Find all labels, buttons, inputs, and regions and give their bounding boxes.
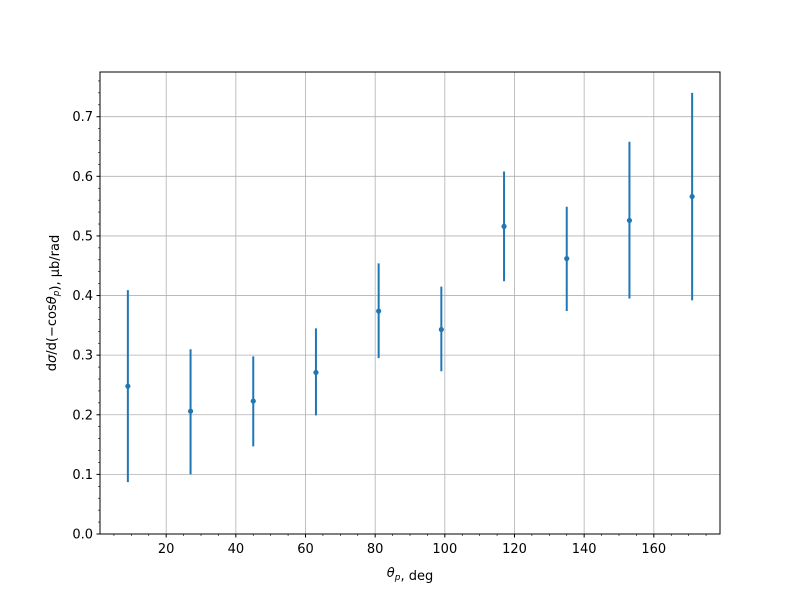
data-points — [125, 92, 695, 483]
data-point — [125, 383, 131, 389]
data-point — [689, 193, 695, 200]
plot-frame — [99, 71, 721, 535]
y-tick-label: 0.5 — [72, 229, 93, 244]
data-point — [564, 255, 570, 262]
x-tick-label: 100 — [432, 542, 457, 557]
y-tick-label: 0.3 — [72, 349, 93, 364]
ticks: 20 40 60 80 100 120 140 160 0.0 0.1 0.2 0.3 0.4 0.5 0.… — [72, 80, 707, 557]
data-point — [376, 308, 382, 314]
grid — [100, 72, 720, 535]
data-point — [187, 408, 194, 414]
y-tick-label: 0.4 — [72, 289, 93, 304]
y-tick-label: 0.1 — [72, 468, 93, 483]
data-point — [501, 223, 507, 229]
x-axis-label: θp, deg — [387, 566, 433, 584]
y-axis-label: dσ/d(−cosθp), μb/rad — [45, 235, 63, 372]
x-tick-label: 140 — [572, 542, 597, 557]
x-tick-label: 160 — [641, 542, 666, 557]
y-tick-label: 0.7 — [72, 110, 93, 125]
x-tick-label: 60 — [297, 542, 314, 557]
data-point — [313, 369, 319, 376]
x-tick-label: 80 — [367, 542, 384, 557]
x-tick-label: 40 — [228, 542, 245, 557]
y-tick-label: 0.2 — [72, 408, 93, 423]
data-point — [250, 398, 256, 404]
data-point — [438, 326, 444, 333]
y-tick-label: 0.0 — [72, 528, 93, 543]
data-point — [626, 217, 633, 224]
y-tick-label: 0.6 — [72, 170, 93, 185]
x-tick-label: 20 — [158, 542, 175, 557]
x-tick-label: 120 — [502, 542, 527, 557]
